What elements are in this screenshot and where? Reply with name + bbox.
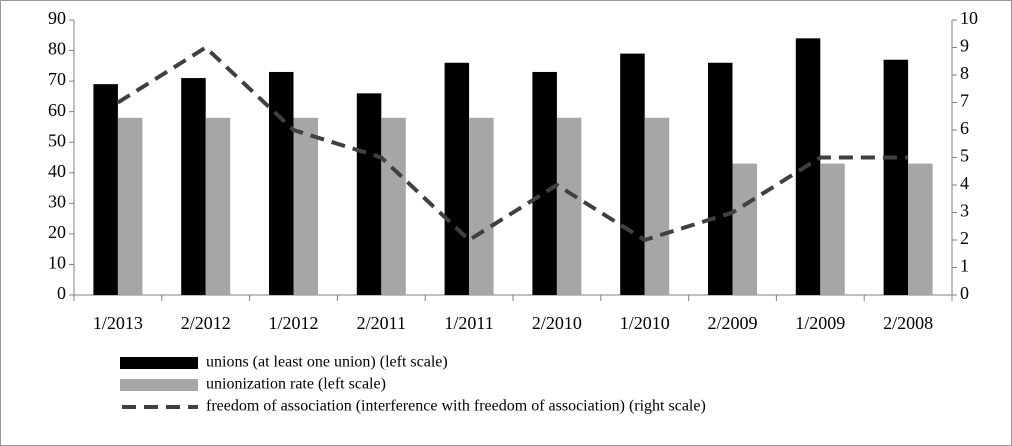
y2-tick-label: 9 — [960, 36, 969, 56]
bar — [532, 71, 557, 295]
y2-tick-label: 3 — [960, 201, 969, 221]
bar — [205, 117, 231, 296]
y2-tick-label: 5 — [960, 146, 969, 166]
bar — [117, 117, 143, 296]
x-tick-label: 2/2008 — [883, 313, 933, 333]
y2-tick-label: 2 — [960, 228, 969, 248]
bar — [732, 163, 757, 295]
x-tick-label: 1/2011 — [444, 313, 493, 333]
bar — [93, 84, 118, 296]
y2-tick-label: 0 — [960, 283, 969, 303]
x-tick-label: 2/2009 — [707, 313, 757, 333]
x-tick-label: 1/2009 — [795, 313, 845, 333]
bar — [181, 78, 206, 295]
y2-tick-label: 8 — [960, 63, 969, 83]
bar — [820, 163, 845, 295]
y2-tick-label: 7 — [960, 91, 969, 111]
x-tick-label: 2/2011 — [357, 313, 406, 333]
y-tick-label: 10 — [48, 253, 66, 273]
bar — [356, 93, 382, 295]
y-tick-label: 70 — [48, 69, 66, 89]
bar — [644, 117, 670, 296]
bar — [908, 163, 933, 295]
x-tick-label: 1/2010 — [620, 313, 670, 333]
x-tick-label: 2/2012 — [181, 313, 231, 333]
bar — [556, 117, 582, 296]
bar — [708, 62, 733, 296]
x-tick-label: 1/2013 — [93, 313, 143, 333]
y-tick-label: 90 — [48, 8, 66, 28]
bar — [469, 117, 494, 296]
legend-label: unions (at least one union) (left scale) — [206, 354, 448, 371]
x-tick-label: 1/2012 — [268, 313, 318, 333]
y-tick-label: 50 — [48, 130, 66, 150]
y-tick-label: 30 — [48, 191, 66, 211]
y2-tick-label: 4 — [960, 173, 969, 193]
y-tick-label: 20 — [48, 222, 66, 242]
y-tick-label: 0 — [57, 283, 66, 303]
legend-label: freedom of association (interference wit… — [206, 398, 706, 415]
legend-label: unionization rate (left scale) — [206, 376, 386, 393]
legend-swatch — [120, 357, 198, 369]
y2-tick-label: 6 — [960, 118, 969, 138]
x-tick-label: 2/2010 — [532, 313, 582, 333]
y-tick-label: 60 — [48, 100, 66, 120]
bar — [444, 62, 470, 296]
bar — [381, 117, 406, 296]
bar — [620, 53, 645, 295]
y2-tick-label: 10 — [960, 8, 978, 28]
bar — [269, 71, 294, 295]
legend-swatch — [120, 379, 198, 391]
line — [116, 44, 909, 243]
y2-tick-label: 1 — [960, 256, 969, 276]
bar — [293, 117, 318, 296]
bar — [883, 59, 909, 295]
y-tick-label: 40 — [48, 161, 66, 181]
y-tick-label: 80 — [48, 39, 66, 59]
